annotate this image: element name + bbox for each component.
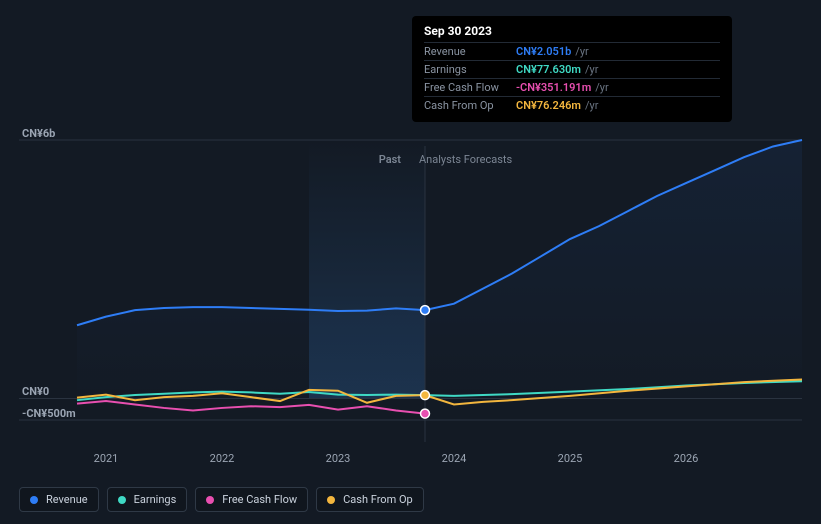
y-axis-label: -CN¥500m — [22, 407, 76, 420]
legend-dot-icon — [327, 496, 335, 504]
tooltip-metric-value: CN¥2.051b — [516, 45, 571, 58]
tooltip-metric-value: -CN¥351.191m — [516, 81, 591, 94]
marker-fcf — [421, 409, 430, 418]
x-axis-tick: 2024 — [442, 452, 467, 465]
legend-dot-icon — [30, 496, 38, 504]
x-axis-tick: 2025 — [558, 452, 583, 465]
legend-label: Cash From Op — [343, 493, 413, 506]
tooltip-metric-value: CN¥77.630m — [516, 63, 581, 76]
legend-item-cfo[interactable]: Cash From Op — [316, 487, 424, 512]
tooltip-metric-label: Free Cash Flow — [424, 81, 516, 94]
y-axis-label: CN¥6b — [22, 127, 55, 140]
legend-item-fcf[interactable]: Free Cash Flow — [195, 487, 308, 512]
x-axis-tick: 2021 — [94, 452, 119, 465]
tooltip-metric-value: CN¥76.246m — [516, 99, 581, 112]
legend-dot-icon — [118, 496, 126, 504]
tooltip-row: Cash From OpCN¥76.246m/yr — [424, 96, 720, 114]
series-fcf — [77, 401, 425, 414]
tooltip-metric-unit: /yr — [585, 99, 598, 112]
legend-dot-icon — [206, 496, 214, 504]
chart-tooltip: Sep 30 2023 RevenueCN¥2.051b/yrEarningsC… — [412, 16, 732, 122]
tooltip-metric-unit: /yr — [595, 81, 608, 94]
marker-revenue — [421, 306, 430, 315]
chart-legend: Revenue Earnings Free Cash Flow Cash From O… — [19, 487, 424, 512]
tooltip-row: EarningsCN¥77.630m/yr — [424, 60, 720, 78]
tooltip-metric-unit: /yr — [585, 63, 598, 76]
financial-forecast-chart: CN¥6b CN¥0 -CN¥500m 2021 2022 2023 2024 2025 20… — [0, 0, 821, 524]
tooltip-metric-label: Revenue — [424, 45, 516, 58]
legend-item-revenue[interactable]: Revenue — [19, 487, 99, 512]
tooltip-row: Free Cash Flow-CN¥351.191m/yr — [424, 78, 720, 96]
tooltip-date: Sep 30 2023 — [424, 24, 720, 38]
legend-label: Earnings — [134, 493, 177, 506]
x-axis-tick: 2022 — [210, 452, 235, 465]
forecast-region-label: Analysts Forecasts — [419, 153, 512, 166]
past-region-label: Past — [379, 153, 401, 166]
tooltip-row: RevenueCN¥2.051b/yr — [424, 42, 720, 60]
y-axis-label: CN¥0 — [22, 385, 49, 398]
x-axis-tick: 2023 — [326, 452, 351, 465]
legend-item-earnings[interactable]: Earnings — [107, 487, 188, 512]
legend-label: Free Cash Flow — [222, 493, 297, 506]
tooltip-metric-label: Cash From Op — [424, 99, 516, 112]
tooltip-metric-unit: /yr — [575, 45, 588, 58]
tooltip-metric-label: Earnings — [424, 63, 516, 76]
marker-cfo — [421, 391, 430, 400]
x-axis-tick: 2026 — [674, 452, 699, 465]
legend-label: Revenue — [46, 493, 88, 506]
